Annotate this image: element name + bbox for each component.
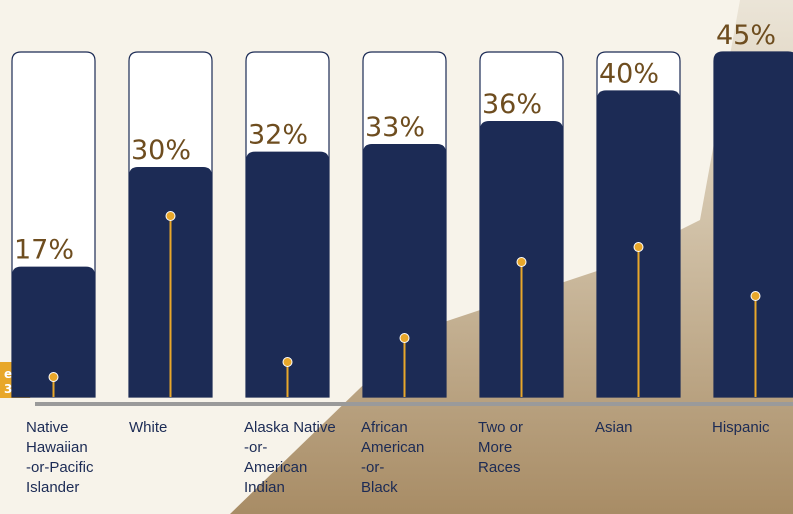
stem-dot <box>165 211 176 221</box>
value-label: 45% <box>716 20 776 51</box>
category-label: Hispanic <box>712 419 770 436</box>
stem-dot <box>399 333 410 343</box>
annotation: 3 <box>4 382 12 396</box>
value-label: 30% <box>131 135 191 166</box>
value-label: 32% <box>248 120 308 151</box>
stem-dot <box>750 291 761 301</box>
annotation: e <box>4 367 12 381</box>
stem-dot <box>516 257 527 267</box>
stem-dot <box>282 357 293 367</box>
category-label: Alaska Native -or- American Indian <box>244 419 336 496</box>
category-label: White <box>129 419 168 436</box>
category-label: African American -or- Black <box>361 419 425 496</box>
bar <box>714 52 793 397</box>
stem-dot <box>48 372 59 382</box>
category-label: Two or More Races <box>478 419 524 476</box>
value-label: 33% <box>365 112 425 143</box>
value-label: 17% <box>14 235 74 266</box>
bar <box>246 151 329 397</box>
category-label: Native Hawaiian -or-Pacific Islander <box>26 419 94 496</box>
value-label: 36% <box>482 89 542 120</box>
bar <box>363 144 446 397</box>
bar <box>12 266 95 397</box>
category-label: Asian <box>595 419 633 436</box>
stem-dot <box>633 242 644 252</box>
value-label: 40% <box>599 58 659 89</box>
